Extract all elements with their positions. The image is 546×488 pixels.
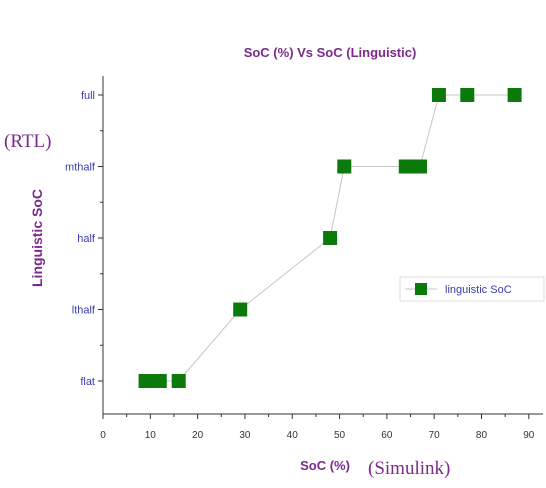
axes: [102, 76, 543, 415]
y-ticks: flat lthalf half mthalf full: [65, 90, 103, 388]
y-tick-label: flat: [80, 376, 95, 388]
x-ticks: 0 10 20 30 40 50 60 70 80 90: [100, 414, 535, 441]
annotation-rtl: (RTL): [4, 131, 51, 152]
chart-title: SoC (%) Vs SoC (Linguistic): [244, 45, 417, 60]
legend-series-name: linguistic SoC: [445, 284, 512, 296]
y-tick-label: full: [81, 90, 95, 102]
data-point-marker: [171, 374, 186, 388]
x-tick-label: 40: [287, 430, 299, 441]
x-axis-label: SoC (%): [300, 458, 350, 473]
y-tick-label: mthalf: [65, 162, 96, 174]
annotation-simulink: (Simulink): [368, 458, 450, 479]
y-tick-label: lthalf: [72, 305, 96, 317]
series-group: [138, 88, 522, 388]
x-tick-label: 70: [429, 430, 441, 441]
x-tick-label: 10: [145, 430, 157, 441]
data-point-marker: [431, 88, 446, 102]
x-tick-label: 90: [523, 430, 535, 441]
data-point-marker: [507, 88, 522, 102]
data-point-marker: [460, 88, 475, 102]
x-tick-label: 60: [381, 430, 393, 441]
data-point-marker: [337, 159, 352, 174]
x-tick-label: 80: [476, 430, 488, 441]
data-point-marker: [152, 374, 167, 388]
y-axis-label: Linguistic SoC: [29, 189, 45, 287]
data-point-marker: [323, 231, 338, 245]
x-tick-label: 0: [100, 430, 106, 441]
data-point-marker: [233, 302, 248, 317]
legend-marker-swatch: [415, 283, 427, 295]
legend: linguistic SoC: [399, 276, 545, 302]
x-tick-label: 50: [334, 430, 346, 441]
x-tick-label: 30: [239, 430, 251, 441]
y-tick-label: half: [77, 233, 96, 245]
x-tick-label: 20: [192, 430, 204, 441]
data-point-marker: [412, 159, 427, 174]
